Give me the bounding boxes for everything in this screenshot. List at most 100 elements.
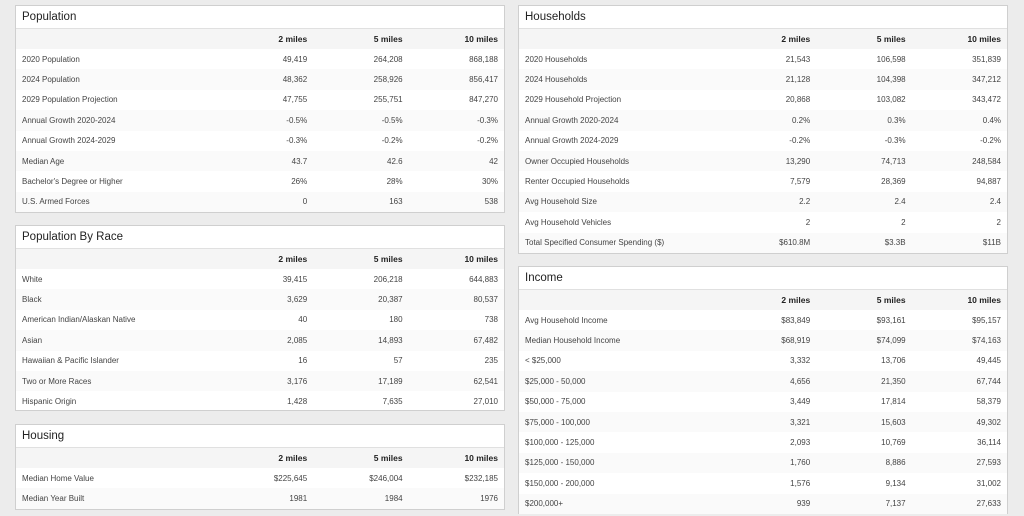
table-row: Avg Household Vehicles 2 2 2 xyxy=(519,212,1007,232)
row-label: Annual Growth 2024-2029 xyxy=(22,136,116,146)
row-value: 3,321 xyxy=(719,411,817,433)
row-label: Median Household Income xyxy=(519,330,720,351)
panel-title: Population xyxy=(16,6,504,29)
row-value: $68,919 xyxy=(719,330,817,351)
row-value: -0.2% xyxy=(381,136,403,146)
row-label: Median Year Built xyxy=(16,488,217,509)
row-value: $74,099 xyxy=(816,330,912,351)
column-header-radius: 2 miles xyxy=(781,34,811,44)
row-value: 106,598 xyxy=(876,54,906,64)
row-value: 3,629 xyxy=(216,289,314,310)
row-label: 2020 Population xyxy=(22,54,80,64)
row-label: 2029 Household Projection xyxy=(525,95,622,105)
row-value: $246,004 xyxy=(369,473,403,483)
column-header-label xyxy=(16,249,217,269)
table-row: Renter Occupied Households 7,579 28,369 94,… xyxy=(519,171,1007,191)
households-panel: Households 2 miles 5 miles 10 miles 2020 Hou… xyxy=(518,5,1008,254)
row-value: 94,887 xyxy=(976,177,1001,187)
row-value: 62,541 xyxy=(408,370,504,392)
row-label: Asian xyxy=(16,330,217,351)
column-header-row: 2 miles 5 miles 10 miles xyxy=(519,290,1007,310)
table-row: Asian 2,085 14,893 67,482 xyxy=(16,330,504,351)
table-row: $75,000 - 100,000 3,321 15,603 49,302 xyxy=(519,411,1007,433)
row-value: 2 xyxy=(996,217,1001,227)
row-value: -0.5% xyxy=(313,110,409,131)
income-panel: Income 2 miles 5 miles 10 miles Avg Househol… xyxy=(518,266,1008,514)
row-value: 21,128 xyxy=(719,69,817,90)
row-label: $50,000 - 75,000 xyxy=(525,397,586,407)
table-row: 2024 Households 21,128 104,398 347,212 xyxy=(519,69,1007,90)
row-value: 49,302 xyxy=(911,411,1007,433)
row-value: 3,332 xyxy=(790,356,811,366)
row-label: Annual Growth 2020-2024 xyxy=(16,110,217,131)
column-header-label xyxy=(519,29,720,49)
table-row: Black 3,629 20,387 80,537 xyxy=(16,289,504,310)
row-value: 9,134 xyxy=(885,478,906,488)
row-value: 74,713 xyxy=(816,150,912,172)
race-table: 2 miles 5 miles 10 miles White 39,415 206,218… xyxy=(16,249,504,412)
row-value: 258,926 xyxy=(313,69,409,90)
row-label: $75,000 - 100,000 xyxy=(519,411,720,433)
row-value: 47,755 xyxy=(282,95,308,105)
row-value: -0.3% xyxy=(286,136,308,146)
column-header-radius: 5 miles xyxy=(373,34,403,44)
row-value: -0.2% xyxy=(477,136,498,146)
row-value: 7,137 xyxy=(816,493,912,514)
column-header-radius: 10 miles xyxy=(464,453,498,463)
row-label: U.S. Armed Forces xyxy=(16,191,217,213)
households-table: 2 miles 5 miles 10 miles 2020 Households 21,… xyxy=(519,29,1007,253)
row-label: Annual Growth 2024-2029 xyxy=(525,136,619,146)
panel-title: Population By Race xyxy=(16,226,504,249)
row-label: 2024 Households xyxy=(519,69,720,90)
row-value: 1984 xyxy=(313,488,409,509)
row-value: -0.3% xyxy=(408,110,504,131)
table-row: 2029 Household Projection 20,868 103,082 34… xyxy=(519,90,1007,110)
row-label: 2024 Population xyxy=(16,69,217,90)
row-label: Annual Growth 2020-2024 xyxy=(519,110,720,131)
row-value: 21,350 xyxy=(816,371,912,392)
row-value: $95,157 xyxy=(972,315,1001,325)
population-panel: Population 2 miles 5 miles 10 miles 2020 Pop… xyxy=(15,5,505,213)
row-value: 27,593 xyxy=(911,452,1007,474)
population-by-race-panel: Population By Race 2 miles 5 miles 10 miles… xyxy=(15,225,505,411)
table-row: Bachelor's Degree or Higher 26% 28% 30% xyxy=(16,171,504,191)
row-value: 20,868 xyxy=(785,95,811,105)
row-value: 27,010 xyxy=(473,397,498,407)
row-label: Avg Household Income xyxy=(525,315,608,325)
row-value: 347,212 xyxy=(911,69,1007,90)
row-value: -0.2% xyxy=(980,136,1001,146)
column-header-label xyxy=(16,448,217,468)
row-label: $25,000 - 50,000 xyxy=(519,371,720,392)
table-row: $150,000 - 200,000 1,576 9,134 31,002 xyxy=(519,473,1007,493)
row-value: 1,760 xyxy=(719,452,817,474)
row-value: 27,633 xyxy=(911,493,1007,514)
row-label: Two or More Races xyxy=(16,370,217,392)
row-value: 2.2 xyxy=(719,191,817,213)
row-label: Black xyxy=(16,289,217,310)
row-value: 163 xyxy=(313,191,409,213)
panel-title: Households xyxy=(519,6,1007,29)
row-value: 255,751 xyxy=(373,95,403,105)
row-value: 847,270 xyxy=(469,95,498,105)
row-value: 103,082 xyxy=(876,95,906,105)
row-value: 8,886 xyxy=(816,452,912,474)
table-row: Median Household Income $68,919 $74,099 $74… xyxy=(519,330,1007,351)
row-value: 36,114 xyxy=(977,438,1001,448)
row-label: Hawaiian & Pacific Islander xyxy=(22,356,119,366)
row-value: -0.3% xyxy=(884,136,906,146)
row-value: 28% xyxy=(386,177,403,187)
row-value: 856,417 xyxy=(408,69,504,90)
column-header-radius: 5 miles xyxy=(373,254,403,264)
row-value: 0.3% xyxy=(816,110,912,131)
row-label: $150,000 - 200,000 xyxy=(525,478,595,488)
row-value: 16 xyxy=(298,356,308,366)
column-header-radius: 2 miles xyxy=(781,295,811,305)
row-label: $125,000 - 150,000 xyxy=(519,452,720,474)
row-value: 17,189 xyxy=(313,370,409,392)
row-value: 67,482 xyxy=(408,330,504,351)
row-value: 343,472 xyxy=(972,95,1001,105)
row-value: 2 xyxy=(805,217,811,227)
row-value: 15,603 xyxy=(816,411,912,433)
row-value: 26% xyxy=(291,177,308,187)
row-value: 2,085 xyxy=(216,330,314,351)
